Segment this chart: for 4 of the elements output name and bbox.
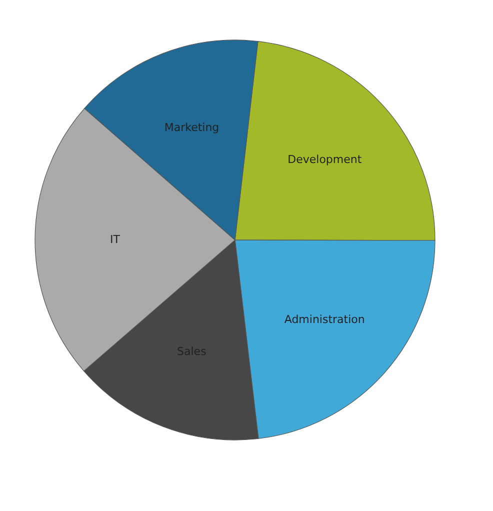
slice-label: IT [110, 232, 120, 246]
slice-label: Development [288, 153, 362, 166]
slice-label: Administration [284, 312, 365, 326]
slice-label: Marketing [164, 121, 220, 134]
